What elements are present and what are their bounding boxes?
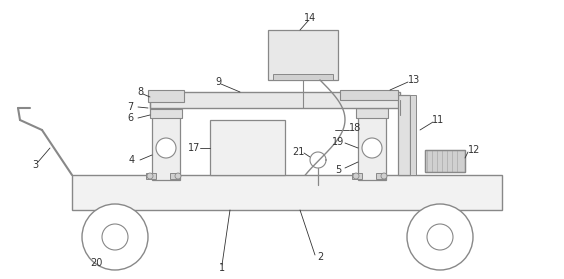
- Text: 4: 4: [129, 155, 135, 165]
- Circle shape: [102, 224, 128, 250]
- Text: 5: 5: [335, 165, 341, 175]
- Circle shape: [381, 173, 387, 179]
- Circle shape: [156, 138, 176, 158]
- Bar: [356, 108, 388, 118]
- Text: 7: 7: [127, 102, 133, 112]
- Text: 14: 14: [304, 13, 316, 23]
- Text: 19: 19: [332, 137, 344, 147]
- Bar: [150, 108, 182, 118]
- Bar: [72, 175, 502, 210]
- Bar: [273, 74, 333, 80]
- Text: 18: 18: [349, 123, 361, 133]
- Bar: [340, 90, 398, 100]
- Bar: [148, 90, 184, 102]
- Bar: [210, 120, 285, 175]
- Bar: [150, 99, 182, 109]
- Bar: [410, 95, 416, 175]
- Bar: [352, 173, 362, 179]
- Circle shape: [147, 173, 153, 179]
- Circle shape: [82, 204, 148, 270]
- Circle shape: [353, 173, 359, 179]
- Text: 8: 8: [137, 87, 143, 97]
- Bar: [376, 173, 386, 179]
- Bar: [146, 173, 156, 179]
- Text: 20: 20: [90, 258, 102, 268]
- Bar: [150, 92, 400, 108]
- Bar: [170, 173, 180, 179]
- Text: 13: 13: [408, 75, 420, 85]
- Text: 9: 9: [215, 77, 221, 87]
- Bar: [398, 95, 410, 175]
- Bar: [425, 150, 465, 172]
- Text: 21: 21: [292, 147, 304, 157]
- Bar: [152, 115, 180, 180]
- Bar: [425, 150, 465, 172]
- Text: 1: 1: [219, 263, 225, 273]
- Circle shape: [427, 224, 453, 250]
- Bar: [358, 115, 386, 180]
- Circle shape: [407, 204, 473, 270]
- Circle shape: [175, 173, 181, 179]
- Text: 12: 12: [468, 145, 480, 155]
- Text: 3: 3: [32, 160, 38, 170]
- Circle shape: [362, 138, 382, 158]
- Text: 17: 17: [188, 143, 200, 153]
- Text: 6: 6: [127, 113, 133, 123]
- Bar: [268, 30, 338, 80]
- Text: 2: 2: [317, 252, 323, 262]
- Text: 11: 11: [432, 115, 444, 125]
